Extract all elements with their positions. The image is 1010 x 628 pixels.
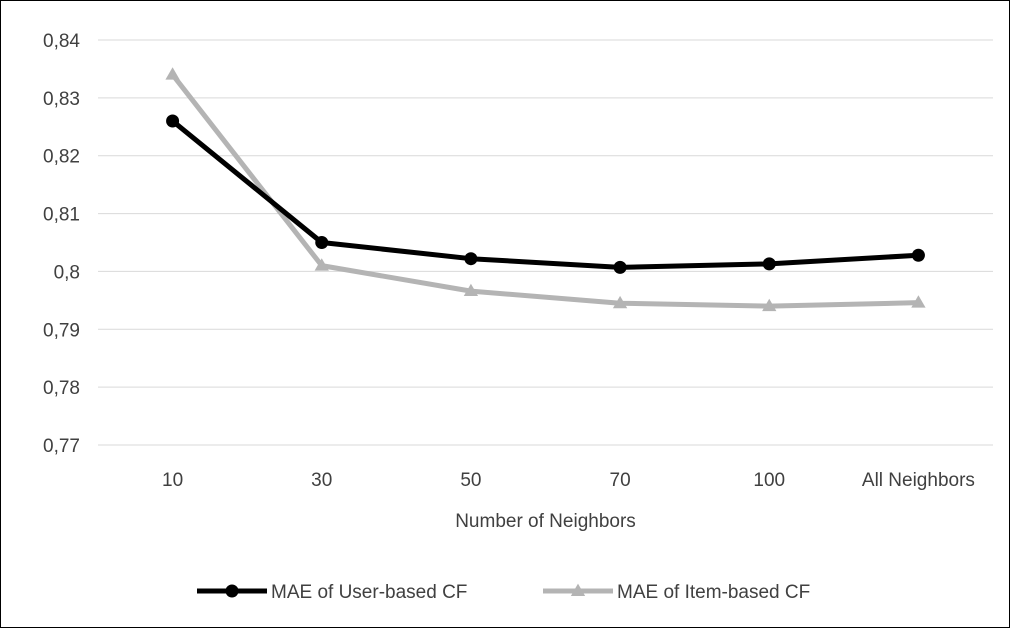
x-tick-label: 50 — [460, 470, 481, 491]
gridlines — [98, 39, 993, 446]
data-point — [762, 298, 777, 312]
data-point — [166, 114, 180, 128]
x-tick-label: 30 — [311, 470, 332, 491]
y-tick-label: 0,81 — [43, 205, 80, 226]
y-tick-label: 0,83 — [43, 89, 80, 110]
legend: MAE of User-based CF MAE of Item-based CF — [197, 582, 810, 603]
data-point — [463, 283, 479, 297]
data-point — [613, 260, 627, 274]
x-axis-ticks: 10 30 50 70 100 All Neighbors — [162, 470, 975, 491]
x-axis-title: Number of Neighbors — [455, 511, 636, 532]
legend-entry: MAE of Item-based CF — [543, 582, 810, 603]
y-axis-ticks: 0,77 0,78 0,79 0,8 0,81 0,82 0,83 0,84 — [43, 31, 80, 457]
y-tick-label: 0,82 — [43, 147, 80, 168]
legend-label: MAE of User-based CF — [271, 582, 467, 603]
series-0 — [166, 114, 925, 274]
data-point — [911, 248, 925, 262]
data-point — [165, 67, 180, 80]
y-tick-label: 0,78 — [43, 378, 80, 399]
series-line — [171, 119, 919, 270]
data-point — [315, 236, 329, 249]
y-tick-label: 0,77 — [43, 436, 80, 457]
x-tick-label: All Neighbors — [862, 470, 975, 491]
y-tick-label: 0,79 — [43, 320, 80, 341]
data-point — [314, 258, 329, 271]
data-point — [570, 583, 586, 596]
y-tick-label: 0,8 — [54, 262, 80, 283]
data-point — [612, 295, 628, 309]
data-point — [911, 295, 926, 308]
x-tick-label: 100 — [753, 470, 785, 491]
y-tick-label: 0,84 — [43, 31, 80, 52]
legend-entry: MAE of User-based CF — [197, 582, 467, 603]
series-line — [170, 73, 919, 309]
data-point — [762, 257, 776, 271]
legend-label: MAE of Item-based CF — [617, 582, 810, 603]
series-1 — [165, 67, 926, 312]
data-point — [464, 252, 478, 266]
data-point — [225, 584, 239, 598]
x-tick-label: 70 — [610, 470, 631, 491]
series-layer — [165, 67, 926, 312]
x-tick-label: 10 — [162, 470, 183, 491]
